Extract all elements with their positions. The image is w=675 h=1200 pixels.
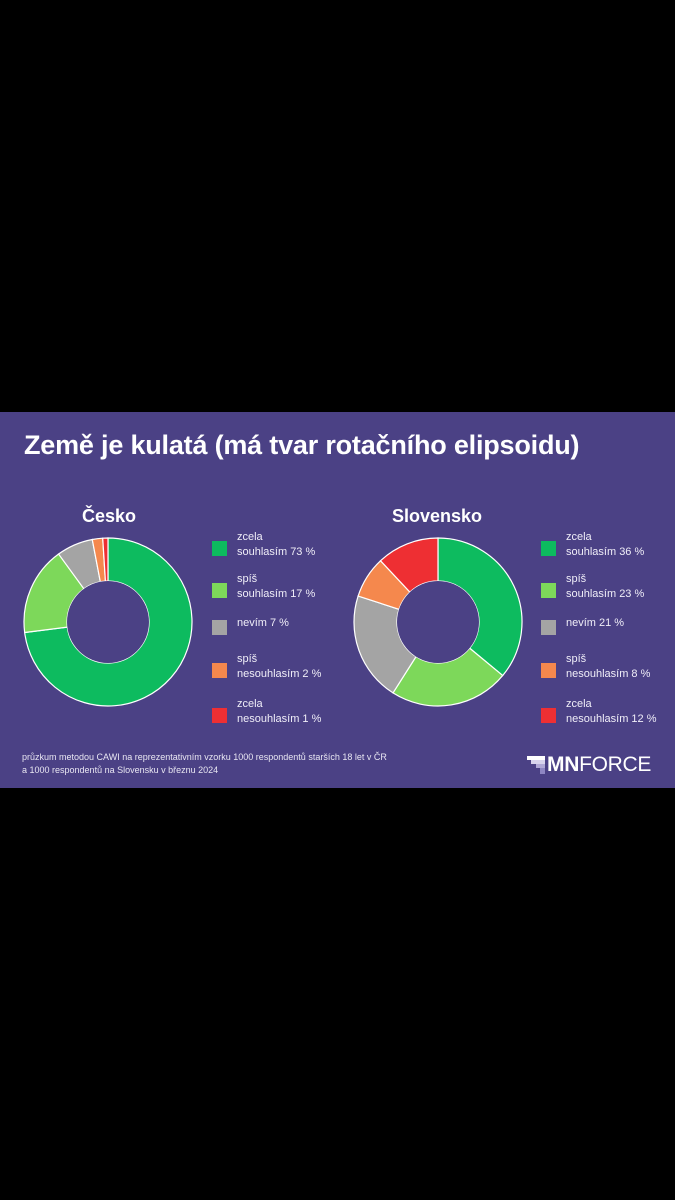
- legend-swatch: [541, 620, 556, 635]
- methodology-note: průzkum metodou CAWI na reprezentativním…: [22, 751, 462, 777]
- logo-text-regular: FORCE: [579, 753, 652, 776]
- legend-label: zcela nesouhlasím 12 %: [566, 697, 675, 727]
- legend-label: spíš nesouhlasím 8 %: [566, 652, 675, 682]
- legend-swatch: [541, 708, 556, 723]
- legend-label-line: souhlasím 17 %: [237, 588, 316, 600]
- legend-swatch: [541, 663, 556, 678]
- infographic-card: Země je kulatá (má tvar rotačního elipso…: [0, 412, 675, 788]
- legend-label: zcela nesouhlasím 1 %: [237, 697, 362, 727]
- legend-label-line: spíš: [566, 573, 587, 585]
- legend-label: spíš souhlasím 17 %: [237, 572, 362, 602]
- methodology-line-1: průzkum metodou CAWI na reprezentativním…: [22, 752, 387, 762]
- legend-label-line: zcela: [237, 531, 263, 543]
- logo-text-bold: MN: [547, 753, 580, 776]
- legend-label-line: spíš: [237, 653, 258, 665]
- legend-label-line: nesouhlasím 1 %: [237, 713, 322, 725]
- donut-hole: [397, 581, 479, 663]
- logo-mark-icon: [527, 756, 545, 774]
- legend-label: spíš nesouhlasím 2 %: [237, 652, 362, 682]
- donut-hole: [67, 581, 149, 663]
- country-title-cesko: Česko: [82, 506, 137, 526]
- legend-label: spíš souhlasím 23 %: [566, 572, 675, 602]
- mnforce-logo: MNFORCE: [527, 753, 662, 777]
- legend-label: nevím 21 %: [566, 616, 675, 631]
- legend-swatch: [212, 583, 227, 598]
- logo-wordmark: MNFORCE: [547, 753, 651, 777]
- chart-title: Země je kulatá (má tvar rotačního elipso…: [24, 430, 580, 460]
- legend-label-line: souhlasím 36 %: [566, 546, 645, 558]
- legend-label: zcela souhlasím 73 %: [237, 530, 362, 560]
- legend-label: nevím 7 %: [237, 616, 362, 631]
- legend-swatch: [212, 663, 227, 678]
- legend-swatch: [212, 708, 227, 723]
- legend-label-line: souhlasím 23 %: [566, 588, 645, 600]
- legend-swatch: [541, 541, 556, 556]
- donut-chart-slovensko: [353, 537, 523, 707]
- legend-swatch: [212, 541, 227, 556]
- legend-label-line: zcela: [237, 698, 263, 710]
- legend-label-line: nesouhlasím 2 %: [237, 668, 322, 680]
- legend-label-line: zcela: [566, 698, 592, 710]
- legend-label-line: zcela: [566, 531, 592, 543]
- legend-label-line: souhlasím 73 %: [237, 546, 316, 558]
- legend-label-line: spíš: [566, 653, 587, 665]
- legend-swatch: [541, 583, 556, 598]
- legend-label-line: nesouhlasím 12 %: [566, 713, 657, 725]
- legend-label-line: nevím 21 %: [566, 617, 625, 629]
- legend-label-line: nevím 7 %: [237, 617, 289, 629]
- legend-label: zcela souhlasím 36 %: [566, 530, 675, 560]
- donut-chart-cesko: [23, 537, 193, 707]
- legend-label-line: spíš: [237, 573, 258, 585]
- legend-label-line: nesouhlasím 8 %: [566, 668, 651, 680]
- legend-swatch: [212, 620, 227, 635]
- methodology-line-2: a 1000 respondentů na Slovensku v březnu…: [22, 765, 219, 775]
- country-title-slovensko: Slovensko: [392, 506, 483, 526]
